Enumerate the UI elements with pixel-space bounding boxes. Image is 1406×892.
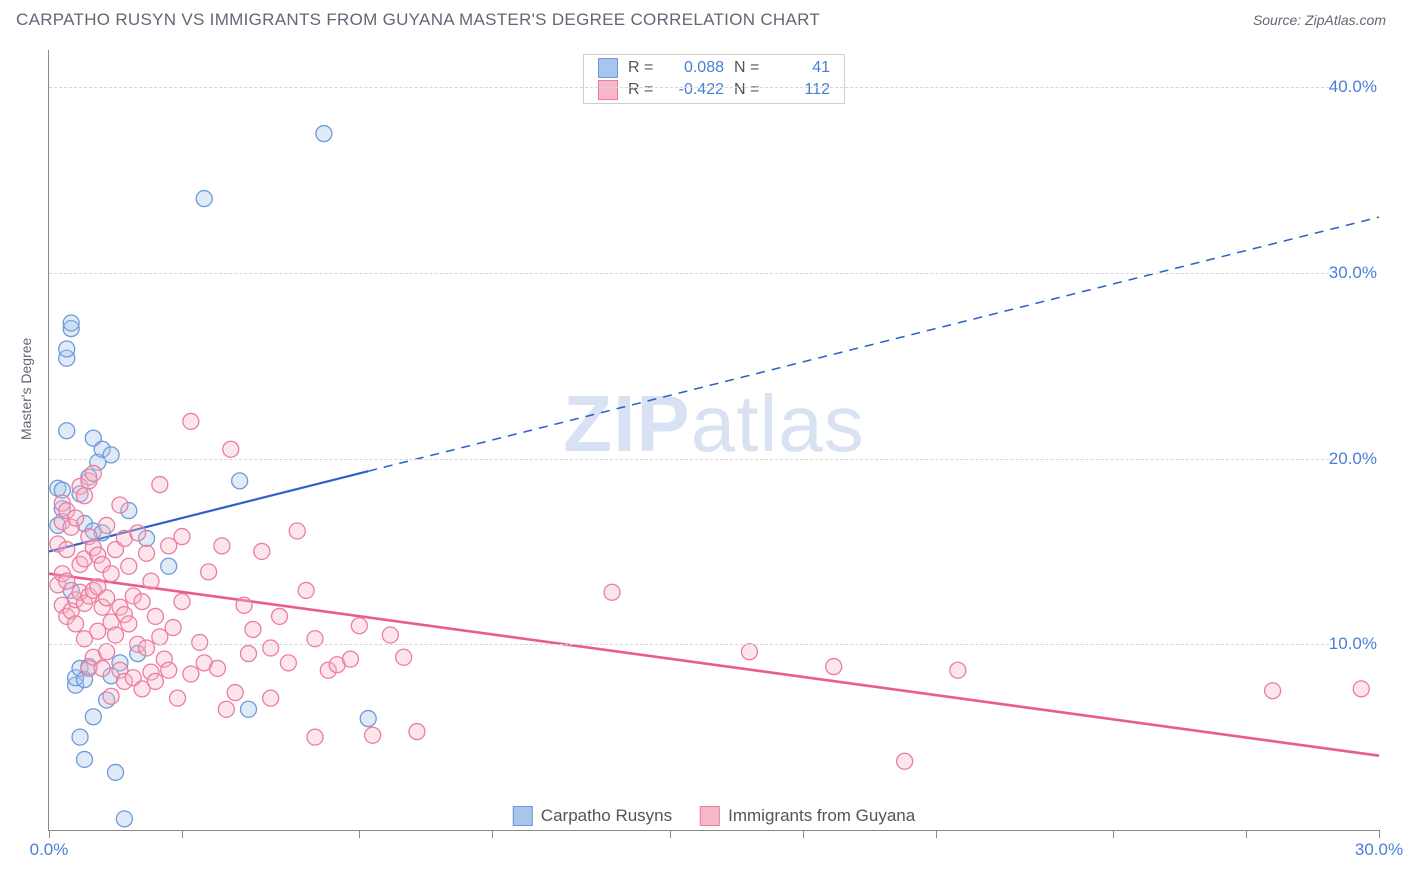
legend-row-series-1: R =-0.422 N =112 [584,79,844,101]
correlation-legend: R =0.088 N =41 R =-0.422 N =112 [583,54,845,104]
chart-plot-area: ZIPatlas R =0.088 N =41 R =-0.422 N =112… [48,50,1379,831]
legend-label-0: Carpatho Rusyns [541,806,672,826]
ytick-label: 30.0% [1329,263,1381,283]
ytick-label: 10.0% [1329,634,1381,654]
scatter-plot-svg [49,50,1379,830]
chart-title: CARPATHO RUSYN VS IMMIGRANTS FROM GUYANA… [16,10,820,30]
n-value-1: 112 [774,81,830,99]
legend-item-0: Carpatho Rusyns [513,806,672,826]
xtick-label: 0.0% [30,840,69,860]
legend-bottom-swatch-1 [700,806,720,826]
source-attribution: Source: ZipAtlas.com [1253,12,1386,28]
r-value-1: -0.422 [668,81,724,99]
y-axis-label: Master's Degree [18,338,34,440]
r-value-0: 0.088 [668,59,724,77]
legend-swatch-0 [598,58,618,78]
xtick-label: 30.0% [1355,840,1403,860]
legend-item-1: Immigrants from Guyana [700,806,915,826]
legend-row-series-0: R =0.088 N =41 [584,57,844,79]
series-legend: Carpatho Rusyns Immigrants from Guyana [513,806,915,826]
n-value-0: 41 [774,59,830,77]
legend-bottom-swatch-0 [513,806,533,826]
ytick-label: 40.0% [1329,77,1381,97]
legend-swatch-1 [598,80,618,100]
legend-label-1: Immigrants from Guyana [728,806,915,826]
ytick-label: 20.0% [1329,449,1381,469]
